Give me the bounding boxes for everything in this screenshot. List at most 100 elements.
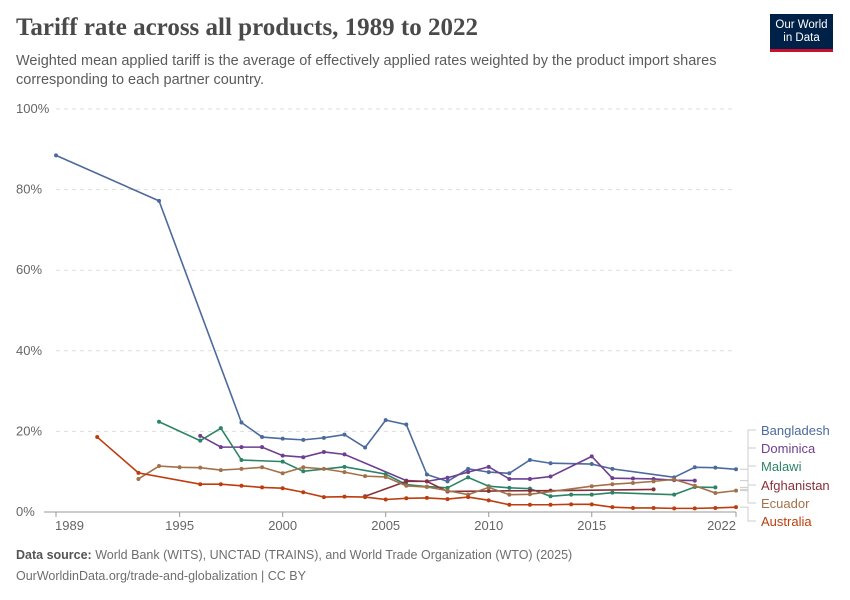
series-line-bangladesh: [55, 154, 737, 483]
data-point: [672, 477, 677, 482]
x-tick-label: 2022: [707, 518, 736, 533]
footer-link[interactable]: OurWorldinData.org/trade-and-globalizati…: [16, 569, 306, 583]
data-point: [404, 496, 409, 501]
y-tick-label: 100%: [16, 101, 50, 116]
data-point: [507, 502, 512, 507]
data-point: [486, 498, 491, 503]
data-point: [589, 502, 594, 507]
data-point: [527, 476, 532, 481]
legend-label-afghanistan: Afghanistan: [761, 478, 830, 493]
data-point: [466, 466, 471, 471]
data-point: [630, 480, 635, 485]
data-source: Data source: World Bank (WITS), UNCTAD (…: [16, 548, 573, 562]
data-point: [630, 476, 635, 481]
legend-label-bangladesh: Bangladesh: [761, 423, 830, 438]
data-point: [507, 476, 512, 481]
data-point: [363, 495, 368, 500]
data-point: [218, 468, 223, 473]
data-point: [95, 435, 100, 440]
data-point: [198, 482, 203, 487]
x-tick-label: 2015: [577, 518, 606, 533]
data-point: [610, 490, 615, 495]
data-point: [404, 479, 409, 484]
data-point: [507, 485, 512, 490]
data-point: [239, 466, 244, 471]
data-point: [589, 462, 594, 467]
data-point: [486, 485, 491, 490]
data-point: [301, 469, 306, 474]
data-point: [301, 490, 306, 495]
data-point: [280, 486, 285, 491]
data-point: [569, 502, 574, 507]
data-point: [342, 452, 347, 457]
x-tick-label: 2005: [371, 518, 400, 533]
chart-subtitle: Weighted mean applied tariff is the aver…: [16, 53, 717, 88]
legend-connector: [740, 465, 756, 488]
data-point: [466, 470, 471, 475]
data-point: [527, 492, 532, 497]
data-point: [527, 502, 532, 507]
data-point: [342, 494, 347, 499]
data-point: [527, 458, 532, 463]
legend-connector: [740, 490, 756, 504]
data-point: [486, 470, 491, 475]
data-point: [54, 153, 58, 158]
data-point: [383, 418, 388, 423]
data-point: [424, 485, 429, 490]
x-tick-label: 2010: [474, 518, 503, 533]
data-point: [363, 445, 368, 450]
data-point: [280, 453, 285, 458]
series-line-malawi: [158, 421, 716, 498]
data-point: [630, 505, 635, 510]
data-point: [610, 482, 615, 487]
y-tick-label: 80%: [16, 182, 42, 197]
legend-connector: [740, 484, 756, 490]
data-point: [239, 445, 244, 450]
data-point: [218, 445, 223, 450]
owid-logo[interactable]: Our World in Data: [770, 14, 833, 52]
data-point: [301, 437, 306, 442]
data-point: [198, 433, 203, 438]
data-point: [610, 505, 615, 510]
data-point: [692, 506, 697, 511]
data-point: [383, 474, 388, 479]
data-point: [383, 497, 388, 502]
data-point: [672, 506, 677, 511]
data-point: [548, 502, 553, 507]
data-point: [404, 483, 409, 488]
data-point: [239, 458, 244, 463]
data-point: [157, 464, 162, 469]
legend-label-australia: Australia: [761, 514, 812, 529]
data-point: [136, 476, 141, 481]
legend-label-ecuador: Ecuador: [761, 496, 810, 511]
y-tick-label: 40%: [16, 343, 42, 358]
data-point: [280, 471, 285, 476]
data-point: [301, 455, 306, 460]
series-line-dominica: [199, 435, 695, 483]
data-point: [713, 491, 718, 496]
line-chart: 0% 20% 40% 60% 80% 100% 1989 1995 2000 2005 2010 20…: [16, 101, 830, 533]
data-point: [486, 489, 491, 494]
data-point: [466, 495, 471, 500]
data-point: [651, 479, 656, 484]
data-point: [363, 474, 368, 479]
data-point: [321, 449, 326, 454]
data-point: [734, 505, 738, 510]
data-point: [342, 464, 347, 469]
y-tick-label: 20%: [16, 423, 42, 438]
data-point: [424, 472, 429, 477]
data-point: [692, 465, 697, 470]
data-point: [404, 422, 409, 427]
data-point: [445, 497, 450, 502]
legend-label-malawi: Malawi: [761, 459, 802, 474]
data-point: [260, 435, 265, 440]
data-point: [548, 474, 553, 479]
data-point: [466, 475, 471, 480]
chart-title: Tariff rate across all products, 1989 to…: [16, 14, 479, 41]
data-point: [301, 465, 306, 470]
data-point: [280, 459, 285, 464]
data-point: [260, 485, 265, 490]
data-point: [321, 495, 326, 500]
data-point: [548, 494, 553, 499]
data-point: [610, 466, 615, 471]
